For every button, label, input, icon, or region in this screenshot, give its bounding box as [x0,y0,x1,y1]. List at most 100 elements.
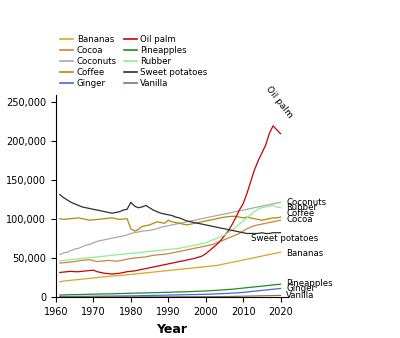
Coconuts [95,239,100,243]
Coffee [200,220,204,224]
Text: Oil palm: Oil palm [264,84,294,120]
Oil palm [136,268,141,272]
Cocoa [114,259,118,263]
Oil palm [57,270,62,274]
Rubber [114,253,118,257]
Coffee [132,229,137,233]
Cocoa [278,218,283,222]
Coffee [128,227,133,231]
Line: Vanilla: Vanilla [60,295,280,297]
Pineapples [128,291,133,295]
Rubber [132,251,137,255]
Pineapples [132,291,137,295]
Ginger [196,292,200,296]
Coconuts [121,234,126,238]
Bananas [132,272,137,276]
Cocoa [121,258,126,262]
Cocoa [196,245,200,249]
Ginger [121,294,126,298]
Sweet potatoes [95,208,100,212]
Rubber [95,255,100,259]
Coffee [136,227,141,232]
Oil palm [125,270,130,274]
Cocoa [132,256,137,260]
Coconuts [132,231,137,235]
Oil palm [271,124,276,128]
Text: Bananas: Bananas [286,249,323,258]
Coffee [114,217,118,221]
Pineapples [114,292,118,296]
Text: Vanilla: Vanilla [286,291,314,300]
Pineapples [57,293,62,297]
Sweet potatoes [121,208,126,212]
Coffee [278,215,283,219]
Bananas [128,272,133,276]
Sweet potatoes [196,221,200,225]
Bananas [114,274,118,278]
Text: Cocoa: Cocoa [286,215,313,223]
Line: Coconuts: Coconuts [60,202,280,255]
Line: Sweet potatoes: Sweet potatoes [60,194,280,234]
Line: Bananas: Bananas [60,252,280,282]
Coffee [95,217,100,221]
Legend: Bananas, Cocoa, Coconuts, Coffee, Ginger, Oil palm, Pineapples, Rubber, Sweet po: Bananas, Cocoa, Coconuts, Coffee, Ginger… [60,35,207,88]
Cocoa [57,261,62,265]
Vanilla [278,293,283,297]
Coconuts [114,235,118,239]
Rubber [57,259,62,263]
Coffee [121,217,126,221]
Line: Cocoa: Cocoa [60,220,280,263]
Oil palm [117,271,122,275]
Ginger [128,294,133,298]
Bananas [196,265,200,269]
Line: Coffee: Coffee [60,216,280,231]
Ginger [95,294,100,298]
Oil palm [110,272,114,276]
Oil palm [132,269,137,273]
Bananas [278,250,283,254]
Vanilla [114,295,118,299]
Oil palm [95,270,100,274]
Rubber [271,203,276,208]
Vanilla [121,295,126,299]
Vanilla [132,295,137,299]
Sweet potatoes [114,210,118,214]
Cocoa [128,257,133,261]
Line: Pineapples: Pineapples [60,284,280,295]
Text: Coffee: Coffee [286,209,314,218]
Rubber [196,242,200,246]
Text: Sweet potatoes: Sweet potatoes [250,235,318,243]
Vanilla [128,295,133,299]
Sweet potatoes [244,232,249,236]
Vanilla [196,295,200,299]
Ginger [114,294,118,298]
Coffee [57,217,62,221]
Cocoa [95,260,100,264]
Sweet potatoes [278,231,283,235]
Rubber [278,206,283,210]
Oil palm [278,131,283,136]
Vanilla [57,295,62,299]
Line: Rubber: Rubber [60,206,280,261]
Bananas [95,275,100,280]
Coconuts [57,252,62,257]
Vanilla [95,295,100,299]
Text: Ginger: Ginger [286,284,315,293]
Sweet potatoes [128,200,133,204]
Pineapples [121,291,126,295]
Text: Rubber: Rubber [286,203,317,212]
Line: Oil palm: Oil palm [60,126,280,274]
Line: Ginger: Ginger [60,288,280,297]
Ginger [132,294,137,298]
Rubber [128,251,133,256]
X-axis label: Year: Year [156,323,188,336]
Coconuts [278,200,283,204]
Pineapples [95,292,100,296]
Ginger [278,286,283,290]
Coconuts [196,217,200,221]
Coffee [230,214,234,218]
Pineapples [278,282,283,286]
Oil palm [200,254,204,258]
Bananas [57,280,62,284]
Rubber [121,252,126,256]
